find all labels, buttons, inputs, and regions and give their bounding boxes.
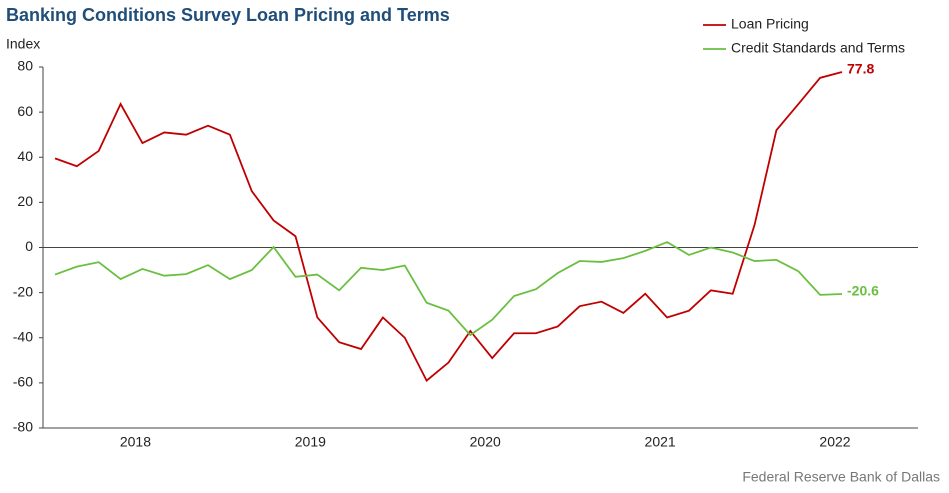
y-tick-label: 80 [17, 58, 33, 74]
x-tick-label: 2019 [295, 434, 326, 450]
y-tick-label: -40 [13, 328, 33, 344]
y-tick-label: -60 [13, 374, 33, 390]
x-tick-label: 2021 [645, 434, 676, 450]
line-series [54, 241, 843, 337]
y-tick-label: 20 [17, 193, 33, 209]
line-series [54, 71, 843, 383]
chart-title: Banking Conditions Survey Loan Pricing a… [6, 5, 450, 25]
x-tick-label: 2020 [470, 434, 501, 450]
source: Federal Reserve Bank of Dallas [742, 469, 940, 485]
y-tick-label: -20 [13, 283, 33, 299]
y-tick-label: 40 [17, 148, 33, 164]
end-value-label: -20.6 [847, 283, 879, 299]
legend-label: Loan Pricing [731, 16, 809, 32]
legend-label: Credit Standards and Terms [731, 40, 905, 56]
y-tick-label: 0 [25, 238, 33, 254]
y-tick-label: 60 [17, 103, 33, 119]
x-tick-label: 2018 [120, 434, 151, 450]
y-axis-label: Index [6, 36, 40, 52]
end-value-label: 77.8 [847, 61, 874, 77]
x-tick-label: 2022 [819, 434, 850, 450]
y-tick-label: -80 [13, 419, 33, 435]
